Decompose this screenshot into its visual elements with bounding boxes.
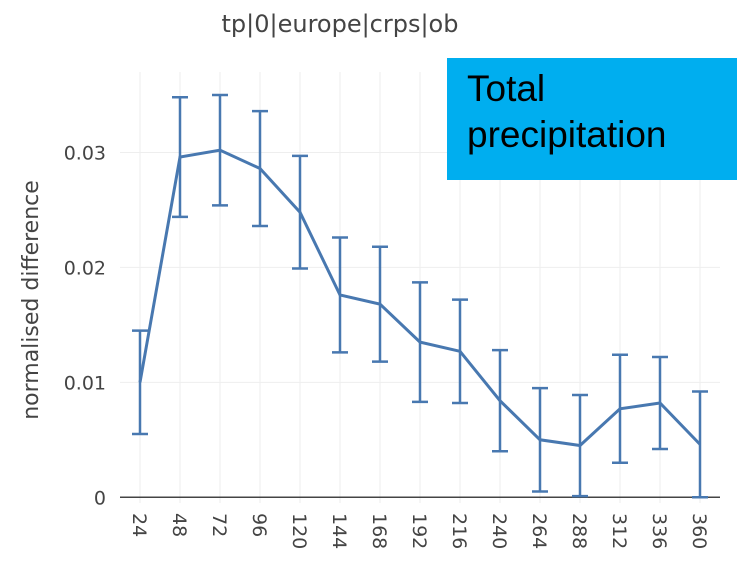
x-tick-label: 360 [688, 513, 710, 549]
x-tick-label: 312 [608, 513, 630, 549]
x-tick-label: 144 [328, 513, 350, 549]
x-tick-label: 240 [488, 513, 510, 549]
x-tick-label: 96 [248, 513, 270, 537]
y-tick-label: 0 [94, 487, 106, 509]
x-tick-label: 216 [448, 513, 470, 549]
x-tick-label: 264 [528, 513, 550, 549]
x-tick-label: 120 [288, 513, 310, 549]
x-tick-label: 24 [128, 513, 150, 537]
y-tick-label: 0.02 [64, 257, 106, 279]
x-tick-label: 48 [168, 513, 190, 537]
x-tick-label: 288 [568, 513, 590, 549]
y-tick-label: 0.01 [64, 372, 106, 394]
annotation: Total precipitation [447, 58, 737, 180]
x-tick-label: 192 [408, 513, 430, 549]
chart-title: tp|0|europe|crps|ob [222, 10, 459, 38]
y-axis-label: normalised difference [19, 180, 44, 420]
line [138, 148, 702, 448]
x-tick-label: 72 [208, 513, 230, 537]
y-tick-label: 0.03 [64, 142, 106, 164]
x-tick-label: 336 [648, 513, 670, 549]
x-tick-label: 168 [368, 513, 390, 549]
